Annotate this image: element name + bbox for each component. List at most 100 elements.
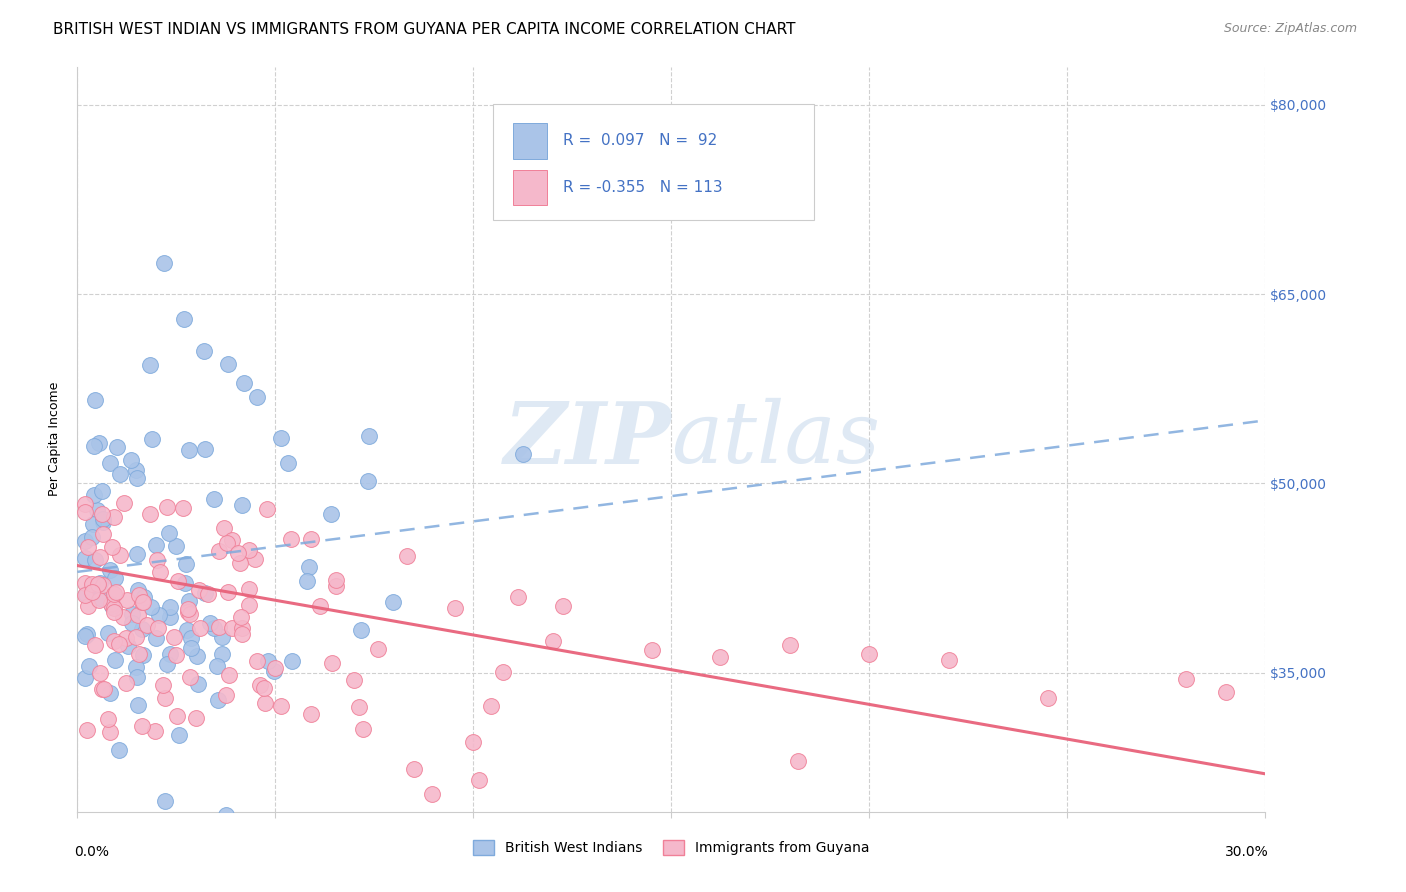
Point <box>301 707 323 722</box>
Point <box>295 574 318 588</box>
Point <box>281 654 304 668</box>
Point <box>277 456 299 470</box>
Point <box>194 442 217 457</box>
Point <box>75 629 97 643</box>
Text: 30.0%: 30.0% <box>1225 846 1270 859</box>
Point <box>75 498 97 512</box>
Point <box>229 609 252 624</box>
Point <box>127 698 149 712</box>
Point <box>103 634 125 648</box>
Point <box>184 711 207 725</box>
Point <box>89 549 111 564</box>
Point <box>111 610 134 624</box>
Point <box>1175 672 1198 686</box>
Point <box>80 530 103 544</box>
Point <box>87 577 110 591</box>
Point <box>176 558 198 572</box>
Point <box>198 615 221 630</box>
Point <box>321 657 343 671</box>
Point <box>75 505 97 519</box>
Point <box>75 550 97 565</box>
Point <box>325 579 347 593</box>
Point <box>138 508 160 522</box>
Point <box>132 648 155 662</box>
Text: R =  0.097   N =  92: R = 0.097 N = 92 <box>564 133 717 148</box>
Point <box>156 657 179 672</box>
Point <box>352 722 374 736</box>
Point <box>91 527 114 541</box>
Point <box>215 536 238 550</box>
Point <box>207 659 229 673</box>
Point <box>75 533 97 548</box>
Point <box>131 622 153 636</box>
Point <box>75 588 97 602</box>
Point <box>204 621 226 635</box>
Point <box>80 577 103 591</box>
Point <box>117 639 139 653</box>
Point <box>194 585 217 599</box>
Point <box>86 503 108 517</box>
Point <box>117 593 139 607</box>
Point <box>93 515 115 529</box>
Point <box>89 576 111 591</box>
Point <box>127 583 149 598</box>
Point <box>177 594 200 608</box>
Point <box>221 622 243 636</box>
Point <box>141 432 163 446</box>
Point <box>146 553 169 567</box>
Point <box>553 599 575 613</box>
Point <box>229 556 252 570</box>
Point <box>177 605 200 619</box>
Point <box>217 357 239 371</box>
Point <box>87 435 110 450</box>
Point <box>202 492 225 507</box>
Point <box>207 693 229 707</box>
Point <box>231 498 253 512</box>
Point <box>215 688 238 702</box>
Point <box>153 794 176 808</box>
Point <box>100 456 122 470</box>
Point <box>91 577 114 591</box>
Point <box>231 627 253 641</box>
Point <box>231 621 253 635</box>
Point <box>381 594 404 608</box>
Point <box>75 671 97 685</box>
Point <box>75 576 97 591</box>
Point <box>238 598 260 612</box>
Point <box>349 700 371 714</box>
Point <box>97 712 120 726</box>
Point <box>159 609 181 624</box>
Point <box>139 600 162 615</box>
Point <box>166 648 188 662</box>
Text: R = -0.355   N = 113: R = -0.355 N = 113 <box>564 180 723 195</box>
Point <box>512 447 534 461</box>
Point <box>270 699 292 714</box>
Point <box>149 565 172 579</box>
Point <box>211 647 233 661</box>
Point <box>858 647 880 661</box>
Point <box>254 697 277 711</box>
Point <box>77 599 100 613</box>
Point <box>280 533 302 547</box>
Point <box>107 743 129 757</box>
Point <box>176 623 198 637</box>
Point <box>82 516 104 531</box>
Point <box>153 255 176 269</box>
Text: 0.0%: 0.0% <box>73 846 108 859</box>
Point <box>105 585 128 599</box>
Point <box>221 533 243 547</box>
Point <box>105 440 128 454</box>
Point <box>212 521 235 535</box>
Point <box>257 654 280 668</box>
Point <box>132 591 155 605</box>
Point <box>103 601 125 615</box>
Point <box>211 630 233 644</box>
Text: BRITISH WEST INDIAN VS IMMIGRANTS FROM GUYANA PER CAPITA INCOME CORRELATION CHAR: BRITISH WEST INDIAN VS IMMIGRANTS FROM G… <box>53 22 796 37</box>
Point <box>125 631 148 645</box>
Point <box>127 608 149 623</box>
Point <box>76 627 98 641</box>
Point <box>938 653 960 667</box>
Point <box>90 507 112 521</box>
Point <box>238 582 260 597</box>
Point <box>508 590 530 604</box>
